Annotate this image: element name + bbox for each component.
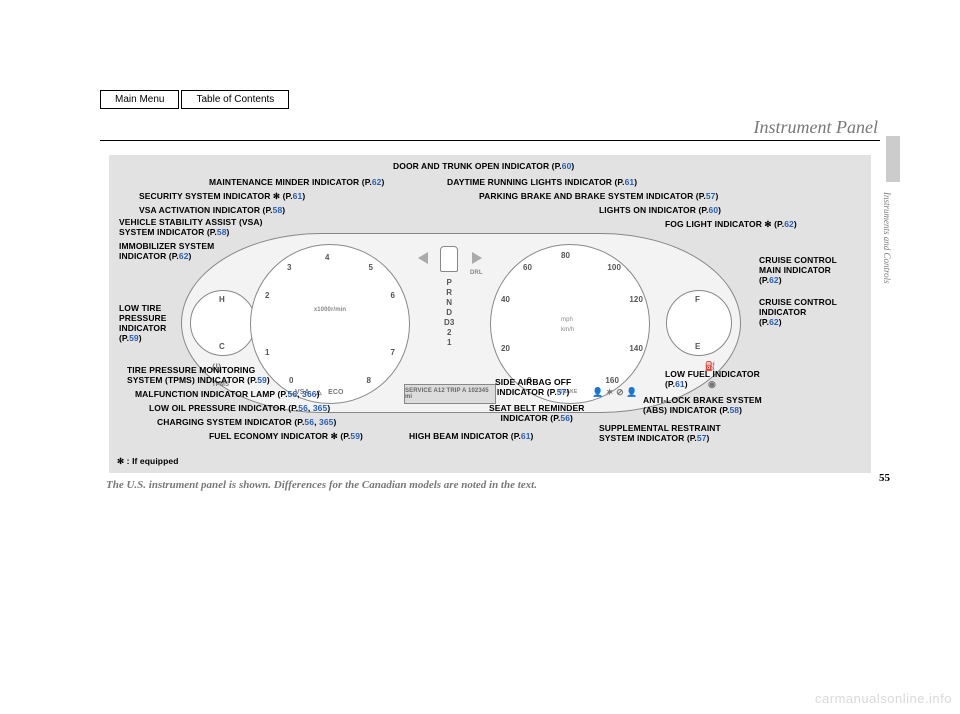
toc-button[interactable]: Table of Contents bbox=[181, 90, 289, 109]
label-fog: FOG LIGHT INDICATOR ✻ (P.62) bbox=[665, 219, 797, 229]
label-srs: SUPPLEMENTAL RESTRAINT SYSTEM INDICATOR … bbox=[599, 423, 721, 443]
caption: The U.S. instrument panel is shown. Diff… bbox=[100, 479, 880, 491]
label-cruise-main: CRUISE CONTROL MAIN INDICATOR (P.62) bbox=[759, 255, 837, 285]
car-icon bbox=[440, 246, 458, 272]
instrument-panel-figure: H C 0 1 2 3 4 5 6 7 8 x1000r/min V bbox=[109, 155, 871, 473]
label-vsa-sys: VEHICLE STABILITY ASSIST (VSA) SYSTEM IN… bbox=[119, 217, 263, 237]
page-title: Instrument Panel bbox=[100, 117, 880, 138]
label-parking-brake: PARKING BRAKE AND BRAKE SYSTEM INDICATOR… bbox=[479, 191, 718, 201]
label-seatbelt: SEAT BELT REMINDER INDICATOR (P.56) bbox=[489, 403, 584, 423]
side-tab bbox=[886, 136, 900, 182]
nav-buttons: Main Menu Table of Contents bbox=[100, 90, 880, 109]
label-maint-minder: MAINTENANCE MINDER INDICATOR (P.62) bbox=[209, 177, 384, 187]
watermark: carmanualsonline.info bbox=[815, 691, 952, 706]
left-turn-icon bbox=[418, 252, 428, 264]
info-display: SERVICE A12 TRIP A 102345 mi bbox=[404, 384, 496, 404]
label-fuel-econ: FUEL ECONOMY INDICATOR ✻ (P.59) bbox=[209, 431, 363, 441]
label-daytime: DAYTIME RUNNING LIGHTS INDICATOR (P.61) bbox=[447, 177, 637, 187]
page-number: 55 bbox=[879, 472, 890, 484]
main-menu-button[interactable]: Main Menu bbox=[100, 90, 179, 109]
temp-gauge: H C bbox=[190, 290, 256, 356]
label-cruise-ind: CRUISE CONTROL INDICATOR (P.62) bbox=[759, 297, 837, 327]
label-low-fuel: LOW FUEL INDICATOR (P.61) bbox=[665, 369, 760, 389]
label-mil: MALFUNCTION INDICATOR LAMP (P.56, 366) bbox=[135, 389, 320, 399]
label-abs: ANTI-LOCK BRAKE SYSTEM (ABS) INDICATOR (… bbox=[643, 395, 762, 415]
label-highbeam: HIGH BEAM INDICATOR (P.61) bbox=[409, 431, 533, 441]
label-tpms: TIRE PRESSURE MONITORING SYSTEM (TPMS) I… bbox=[127, 365, 270, 385]
label-security: SECURITY SYSTEM INDICATOR ✻ (P.61) bbox=[139, 191, 305, 201]
label-immobilizer: IMMOBILIZER SYSTEM INDICATOR (P.62) bbox=[119, 241, 214, 261]
label-lights-on: LIGHTS ON INDICATOR (P.60) bbox=[599, 205, 721, 215]
label-low-tire: LOW TIRE PRESSURE INDICATOR (P.59) bbox=[119, 303, 167, 343]
footnote: ✻ : If equipped bbox=[117, 456, 179, 467]
drl-label: DRL bbox=[470, 270, 483, 276]
tachometer: 0 1 2 3 4 5 6 7 8 x1000r/min VSA ⚠ ECO bbox=[250, 244, 410, 404]
label-side-airbag: SIDE AIRBAG OFF INDICATOR (P.57) bbox=[495, 377, 571, 397]
label-low-oil: LOW OIL PRESSURE INDICATOR (P.56, 365) bbox=[149, 403, 330, 413]
label-vsa-act: VSA ACTIVATION INDICATOR (P.58) bbox=[139, 205, 285, 215]
side-text: Instruments and Controls bbox=[882, 192, 892, 284]
page-content: Main Menu Table of Contents Instrument P… bbox=[100, 90, 880, 491]
right-turn-icon bbox=[472, 252, 482, 264]
divider bbox=[100, 140, 880, 141]
instrument-cluster: H C 0 1 2 3 4 5 6 7 8 x1000r/min V bbox=[181, 233, 741, 413]
gear-indicator: P R N D D3 2 1 bbox=[444, 278, 454, 348]
label-charging: CHARGING SYSTEM INDICATOR (P.56, 365) bbox=[157, 417, 336, 427]
label-door-trunk: DOOR AND TRUNK OPEN INDICATOR (P.60) bbox=[393, 161, 574, 171]
fuel-gauge: F E bbox=[666, 290, 732, 356]
